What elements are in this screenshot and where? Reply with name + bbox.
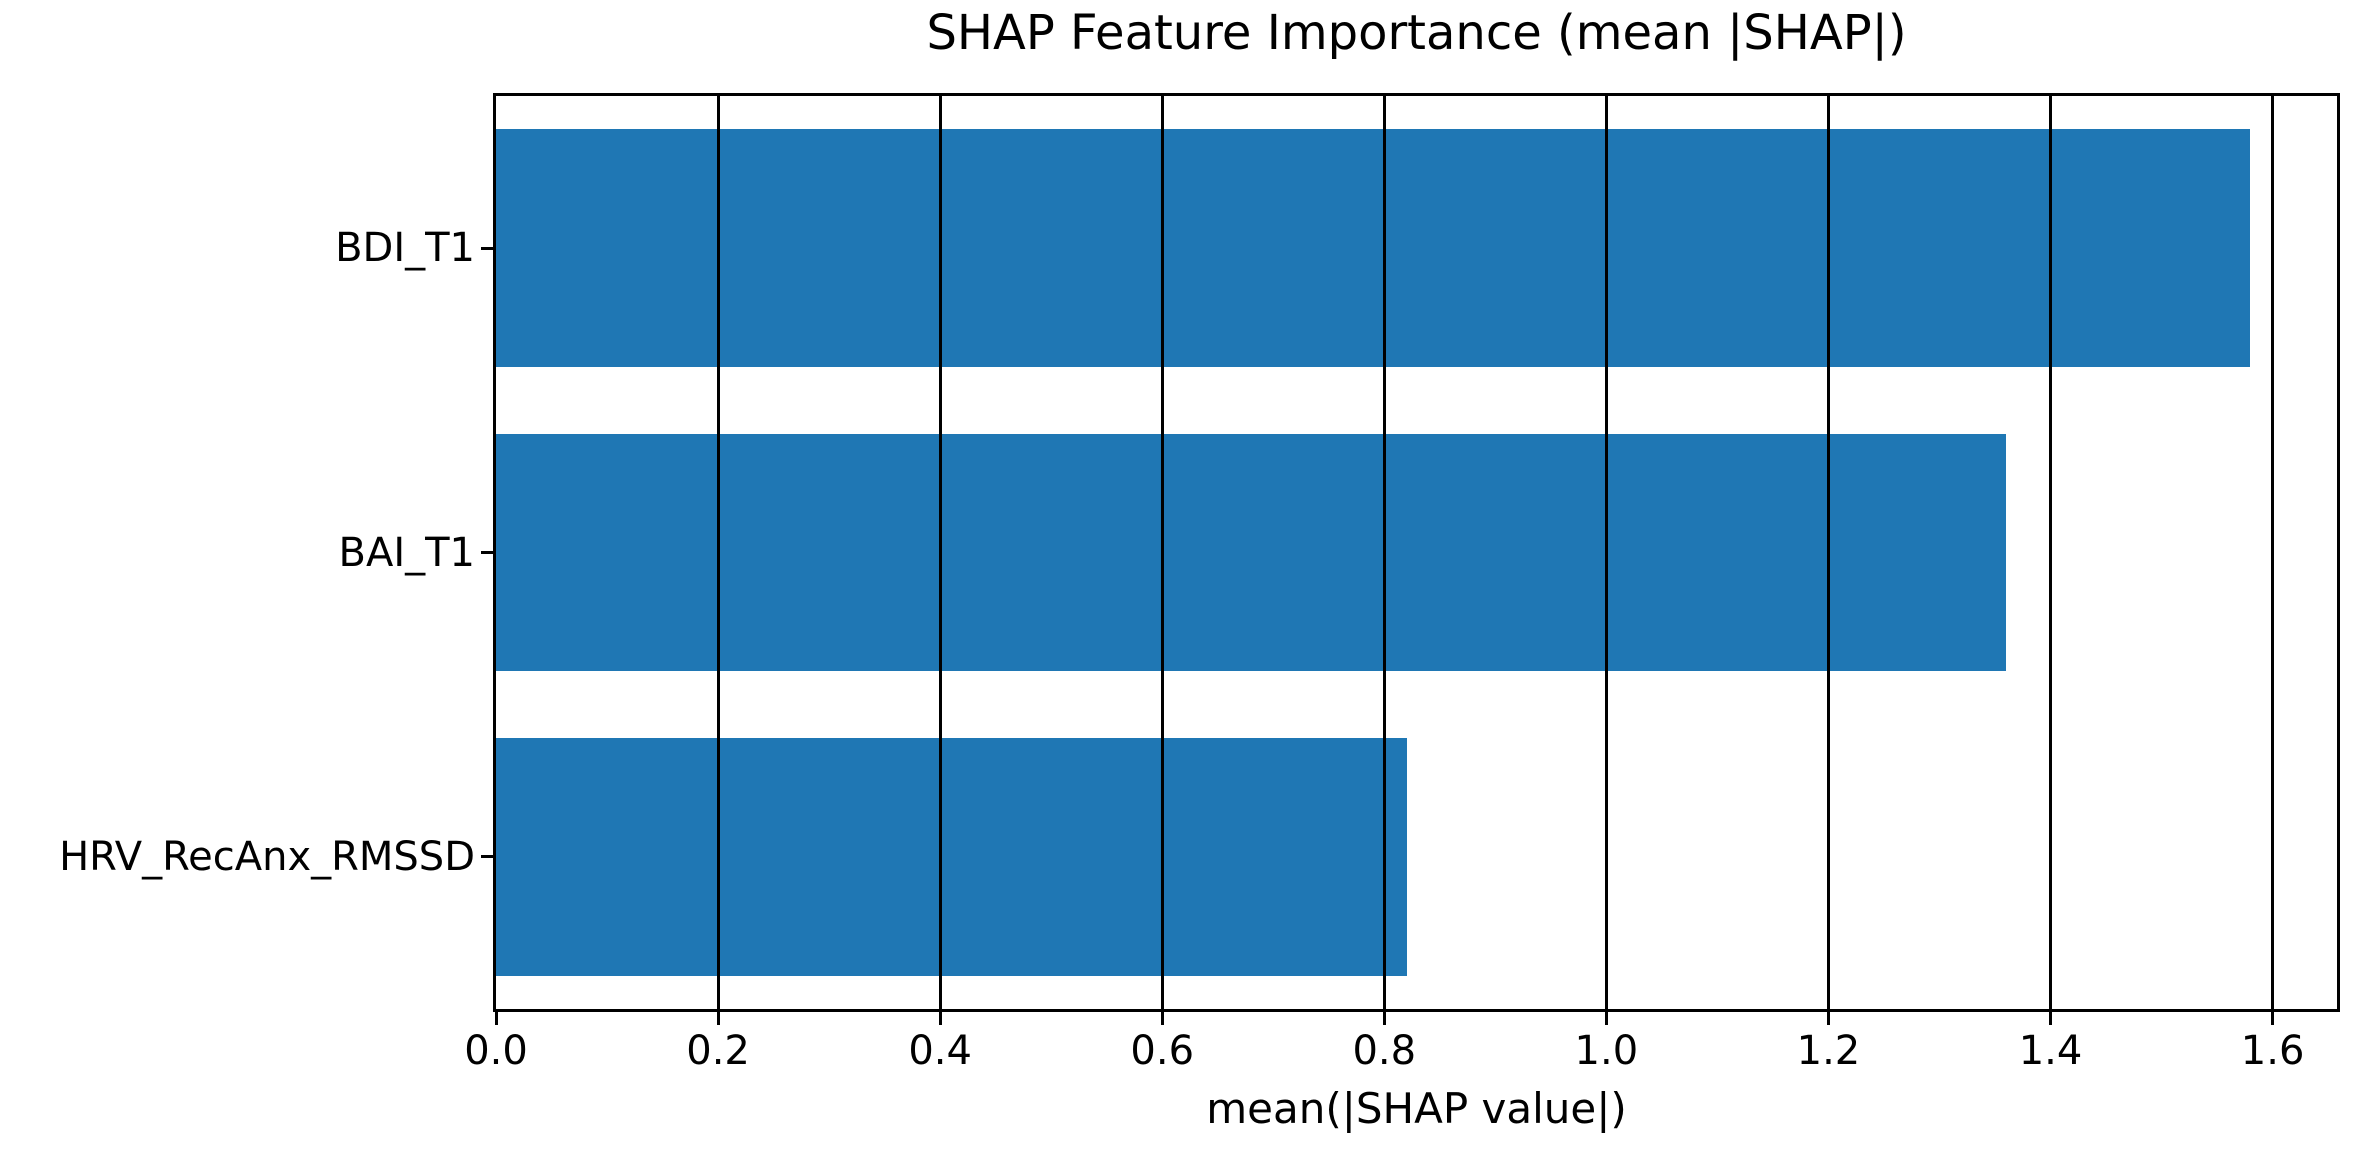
x-tick-label: 0.6 (1130, 1028, 1195, 1074)
y-tick-mark (481, 855, 496, 859)
x-tick-label: 1.6 (2240, 1028, 2305, 1074)
x-tick-label: 0.8 (1352, 1028, 1417, 1074)
x-tick-mark (716, 1009, 720, 1025)
x-tick-mark (2271, 1009, 2275, 1025)
y-tick-label-HRV_RecAnx_RMSSD: HRV_RecAnx_RMSSD (59, 833, 475, 880)
gridline (1604, 96, 1608, 1009)
y-tick-label-BDI_T1: BDI_T1 (335, 225, 475, 272)
y-tick-mark (481, 246, 496, 250)
chart-title: SHAP Feature Importance (mean |SHAP|) (926, 5, 1907, 61)
gridline (938, 96, 942, 1009)
x-tick-label: 1.0 (1574, 1028, 1639, 1074)
plot-area: 0.0 0.2 0.4 0.6 0.8 1.0 1.2 1.4 1.6 BDI_T1 BAI_T1 H… (59, 93, 2340, 1071)
gridline (1160, 96, 1164, 1009)
bar-BDI_T1 (496, 129, 2251, 367)
x-tick-mark (1382, 1009, 1386, 1025)
x-tick-mark (1826, 1009, 1830, 1025)
bar-HRV_RecAnx_RMSSD (496, 738, 1407, 976)
bar-BAI_T1 (496, 433, 2007, 672)
x-axis-label: mean(|SHAP value|) (1206, 1084, 1627, 1133)
x-tick-mark (1604, 1009, 1608, 1025)
x-tick-label: 1.4 (2018, 1028, 2083, 1074)
x-tick-mark (494, 1009, 498, 1025)
x-tick-label: 1.2 (1796, 1028, 1861, 1074)
x-tick-label: 0.0 (464, 1028, 528, 1074)
x-tick-mark (2049, 1009, 2053, 1025)
y-tick-label-BAI_T1: BAI_T1 (338, 529, 475, 576)
x-tick-mark (1160, 1009, 1164, 1025)
x-tick-label: 0.4 (908, 1028, 972, 1074)
gridline (2049, 96, 2053, 1009)
x-tick-mark (938, 1009, 942, 1025)
gridline (2271, 96, 2275, 1009)
gridline (1826, 96, 1830, 1009)
gridline (716, 96, 720, 1009)
x-tick-label: 0.2 (686, 1028, 750, 1074)
gridline (1382, 96, 1386, 1009)
y-tick-mark (481, 551, 496, 554)
